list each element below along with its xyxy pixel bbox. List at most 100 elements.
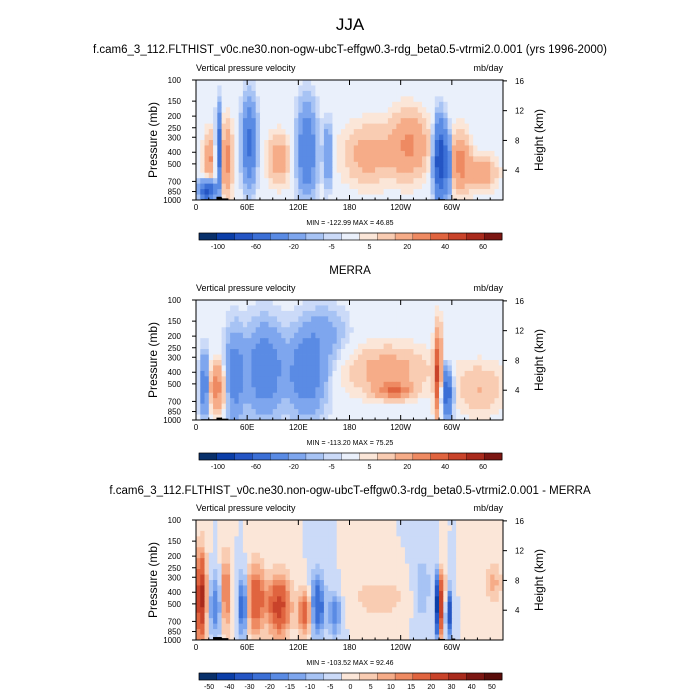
- field-cell: [366, 90, 372, 97]
- field-cell: [439, 332, 444, 339]
- field-cell: [217, 310, 222, 317]
- field-cell: [443, 580, 448, 586]
- field-cell: [421, 623, 427, 630]
- field-cell: [277, 349, 282, 355]
- field-cell: [251, 596, 257, 603]
- field-cell: [230, 96, 235, 103]
- field-cell: [328, 178, 333, 185]
- field-cell: [328, 520, 333, 526]
- field-cell: [294, 338, 299, 345]
- field-cell: [468, 178, 474, 185]
- field-cell: [387, 332, 393, 339]
- field-cell: [417, 101, 423, 108]
- field-cell: [430, 618, 436, 625]
- field-cell: [404, 183, 410, 190]
- field-cell: [409, 167, 414, 174]
- field-cell: [400, 129, 406, 135]
- field-cell: [332, 580, 338, 586]
- field-cell: [451, 360, 457, 366]
- field-cell: [383, 634, 389, 641]
- field-cell: [255, 327, 261, 334]
- field-cell: [289, 520, 295, 526]
- field-cell: [409, 129, 414, 135]
- field-cell: [456, 398, 461, 405]
- field-cell: [409, 321, 414, 328]
- field-cell: [230, 178, 235, 185]
- field-cell: [315, 80, 321, 86]
- field-cell: [443, 392, 448, 399]
- field-cell: [302, 541, 308, 548]
- field-cell: [306, 123, 312, 130]
- field-cell: [494, 623, 500, 630]
- field-cell: [477, 90, 483, 97]
- field-cell: [434, 569, 440, 575]
- field-cell: [319, 552, 325, 559]
- field-cell: [409, 96, 414, 103]
- field-cell: [430, 414, 436, 421]
- field-cell: [332, 392, 338, 399]
- field-cell: [323, 150, 329, 157]
- field-cell: [213, 558, 218, 565]
- field-cell: [498, 585, 504, 592]
- field-cell: [392, 305, 397, 312]
- field-cell: [340, 409, 346, 415]
- field-cell: [400, 634, 406, 641]
- field-cell: [225, 112, 231, 119]
- field-cell: [259, 85, 265, 92]
- field-cell: [451, 338, 457, 345]
- field-cell: [242, 338, 248, 345]
- field-cell: [234, 392, 240, 399]
- field-cell: [285, 541, 291, 548]
- field-cell: [268, 618, 274, 625]
- field-cell: [473, 392, 478, 399]
- field-cell: [417, 85, 423, 92]
- field-cell: [217, 392, 222, 399]
- field-cell: [477, 574, 483, 581]
- field-cell: [264, 569, 269, 575]
- colorbar-label: -5: [328, 244, 334, 251]
- field-cell: [396, 409, 402, 415]
- field-cell: [230, 129, 235, 135]
- field-cell: [264, 618, 269, 625]
- field-cell: [447, 381, 453, 388]
- field-cell: [464, 305, 470, 312]
- field-cell: [366, 596, 372, 603]
- field-cell: [328, 194, 333, 201]
- field-cell: [379, 563, 385, 570]
- field-cell: [379, 392, 385, 399]
- field-cell: [200, 381, 205, 388]
- field-cell: [409, 310, 414, 317]
- field-cell: [490, 338, 495, 345]
- field-cell: [221, 118, 227, 125]
- field-cell: [277, 563, 282, 570]
- field-cell: [306, 112, 312, 119]
- field-cell: [375, 118, 380, 125]
- field-cell: [387, 183, 393, 190]
- field-cell: [294, 310, 299, 317]
- field-cell: [268, 360, 274, 366]
- field-cell: [392, 360, 397, 366]
- field-cell: [196, 414, 201, 421]
- field-cell: [204, 398, 210, 405]
- field-cell: [306, 414, 312, 421]
- field-cell: [426, 332, 431, 339]
- field-cell: [494, 365, 500, 372]
- field-cell: [460, 623, 466, 630]
- field-cell: [204, 381, 210, 388]
- field-cell: [387, 403, 393, 410]
- field-cell: [400, 145, 406, 152]
- field-cell: [272, 161, 278, 168]
- field-cell: [443, 123, 448, 130]
- field-cell: [409, 332, 414, 339]
- field-cell: [268, 381, 274, 388]
- field-cell: [319, 354, 325, 361]
- field-cell: [238, 300, 244, 306]
- field-cell: [456, 327, 461, 334]
- field-cell: [277, 80, 282, 86]
- field-cell: [456, 112, 461, 119]
- field-cell: [281, 338, 286, 345]
- field-cell: [311, 118, 316, 125]
- field-cell: [396, 316, 402, 323]
- field-cell: [464, 150, 470, 157]
- field-cell: [358, 634, 363, 641]
